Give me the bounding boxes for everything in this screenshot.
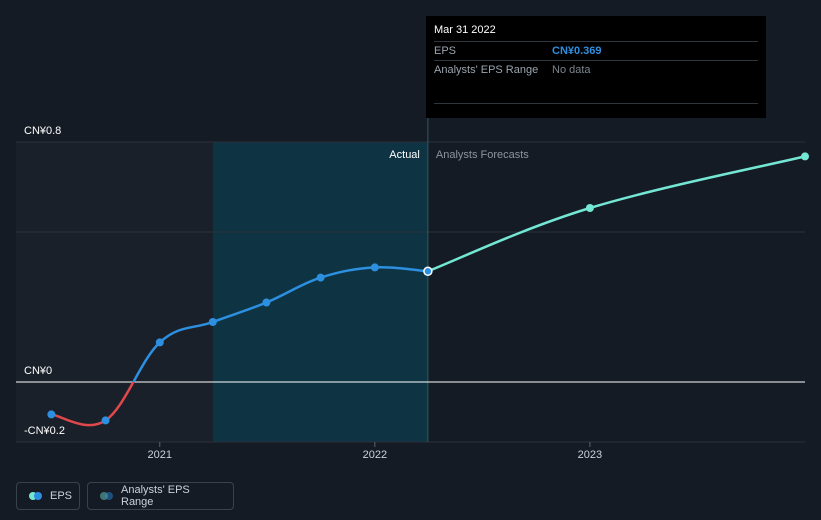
x-label-2: 2023 — [578, 449, 602, 461]
tooltip-date: Mar 31 2022 — [434, 24, 496, 36]
gridlines — [16, 141, 805, 443]
past-shade — [16, 142, 213, 442]
forecast-region-label: Analysts Forecasts — [436, 149, 529, 161]
eps-legend-dot-forecast — [29, 492, 37, 500]
actual-region-label: Actual — [389, 149, 420, 161]
eps-legend-dot-actual — [34, 492, 42, 500]
y-label-2: -CN¥0.2 — [24, 425, 65, 437]
tooltip-eps-row: EPS CN¥0.369 — [434, 41, 758, 60]
tooltip-range-label: Analysts' EPS Range — [434, 64, 539, 76]
y-label-0: CN¥0.8 — [24, 125, 61, 137]
eps-point[interactable] — [155, 338, 164, 347]
eps-forecast-point[interactable] — [585, 204, 594, 212]
eps-point[interactable] — [316, 273, 325, 282]
eps-point-selected[interactable] — [423, 266, 433, 277]
legend-range-label: Analysts' EPS Range — [121, 484, 190, 508]
eps-point[interactable] — [262, 298, 271, 307]
tooltip-range-row: Analysts' EPS Range No data — [434, 60, 758, 79]
eps-point[interactable] — [208, 318, 217, 326]
legend-range-button[interactable]: Analysts' EPS Range — [87, 482, 234, 510]
legend-eps-label: EPS — [50, 490, 73, 502]
tooltip: Mar 31 2022 EPS CN¥0.369 Analysts' EPS R… — [426, 16, 766, 118]
eps-legend-icon — [29, 492, 42, 500]
y-label-1: CN¥0 — [24, 365, 52, 377]
tooltip-eps-label: EPS — [434, 45, 457, 57]
tooltip-range-value: No data — [552, 64, 591, 76]
x-label-0: 2021 — [148, 449, 172, 461]
range-legend-dot-forecast — [100, 492, 108, 500]
legend-eps-button[interactable]: EPS — [16, 482, 80, 510]
range-legend-icon — [100, 492, 113, 500]
eps-point[interactable] — [101, 416, 110, 425]
eps-line-negative — [51, 382, 135, 427]
tooltip-spacer — [434, 79, 758, 104]
actual-shade — [212, 142, 428, 442]
eps-point[interactable] — [47, 410, 56, 419]
eps-forecast-point[interactable] — [801, 152, 809, 161]
eps-point[interactable] — [370, 263, 379, 272]
tooltip-eps-value: CN¥0.369 — [552, 45, 602, 57]
y-axis-labels: CN¥0.8 CN¥0 -CN¥0.2 — [24, 125, 65, 437]
range-legend-dot-actual — [105, 492, 113, 500]
eps-points — [47, 152, 809, 425]
x-label-1: 2022 — [363, 449, 387, 461]
eps-line-forecast — [427, 155, 806, 273]
x-axis-labels: 2021 2022 2023 — [148, 442, 602, 461]
eps-line-actual — [131, 265, 428, 382]
